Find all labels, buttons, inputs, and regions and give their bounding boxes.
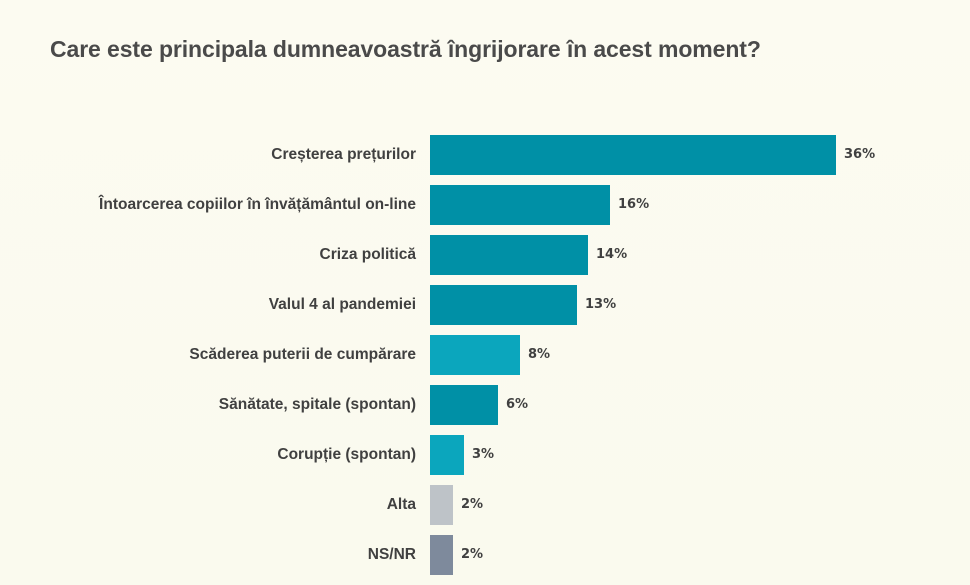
bar-row: Scăderea puterii de cumpărare 8% [0,335,970,375]
value-label: 2% [461,497,484,512]
bar [430,235,588,275]
bar-row: Criza politică 14% [0,235,970,275]
value-label: 14% [596,247,628,262]
value-label: 16% [618,197,650,212]
category-label: Valul 4 al pandemiei [268,296,416,313]
bar-row: Creșterea prețurilor 36% [0,135,970,175]
bar-row: NS/NR 2% [0,535,970,575]
category-label: Alta [386,496,416,513]
value-label: 8% [528,347,551,362]
bar-row: Corupție (spontan) 3% [0,435,970,475]
category-label: Întoarcerea copiilor în învățământul on-… [99,196,416,213]
bar [430,435,464,475]
bar [430,385,498,425]
bar-row: Sănătate, spitale (spontan) 6% [0,385,970,425]
category-label: Sănătate, spitale (spontan) [218,396,416,413]
bar-row: Alta 2% [0,485,970,525]
bar [430,285,577,325]
value-label: 6% [506,397,529,412]
bar [430,535,453,575]
value-label: 13% [585,297,617,312]
category-label: NS/NR [367,546,416,563]
bar-row: Întoarcerea copiilor în învățământul on-… [0,185,970,225]
bar-row: Valul 4 al pandemiei 13% [0,285,970,325]
category-label: Creșterea prețurilor [271,146,416,163]
category-label: Scăderea puterii de cumpărare [189,346,416,363]
category-label: Criza politică [319,246,416,263]
bar [430,185,610,225]
chart-title: Care este principala dumneavoastră îngri… [50,36,761,62]
bar [430,335,520,375]
value-label: 36% [844,147,876,162]
bar [430,485,453,525]
category-label: Corupție (spontan) [277,446,416,463]
value-label: 2% [461,547,484,562]
bar [430,135,836,175]
value-label: 3% [472,447,495,462]
